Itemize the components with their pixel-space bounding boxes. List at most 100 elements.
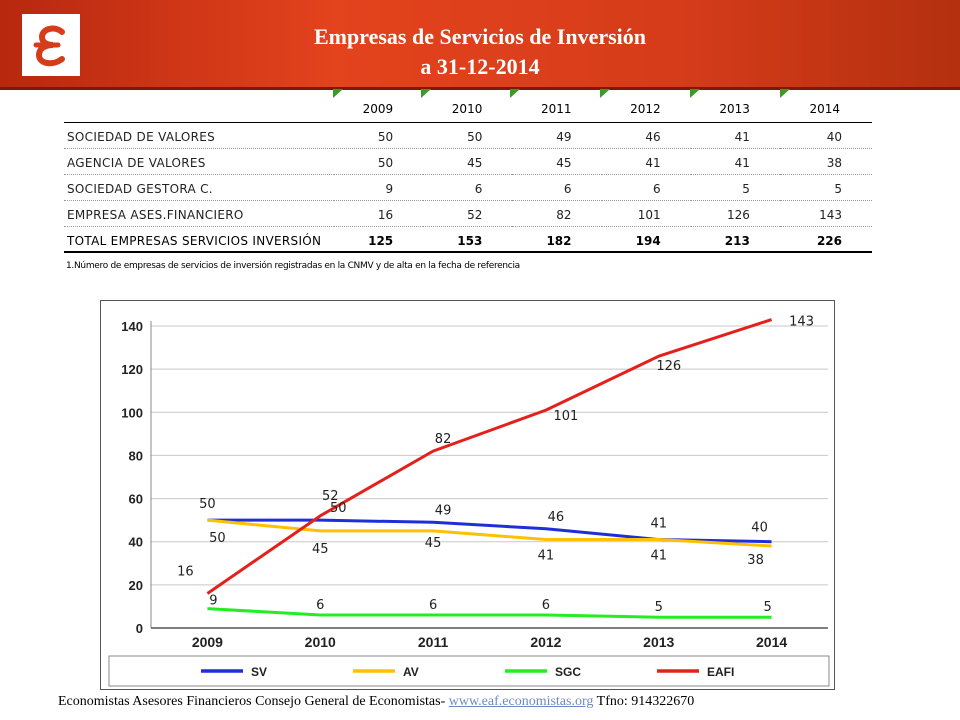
data-label: 6 — [542, 598, 550, 613]
row-label: EMPRESA ASES.FINANCIERO — [64, 200, 334, 227]
title-line-1: Empresas de Servicios de Inversión — [313, 24, 647, 49]
table-cell: 41 — [690, 122, 780, 149]
footer-phone: Tfno: 914322670 — [593, 694, 695, 709]
series-line-eafi — [206, 318, 773, 595]
data-label: 41 — [650, 517, 667, 532]
x-tick-label: 2013 — [643, 634, 674, 650]
y-tick-label: 40 — [129, 535, 143, 550]
table-cell: 194 — [601, 226, 691, 253]
legend-label: SV — [251, 665, 267, 679]
table-header-blank — [64, 96, 334, 123]
table-cell: 52 — [423, 200, 513, 227]
table-row: SOCIEDAD DE VALORES 50 50 49 46 41 40 — [64, 122, 872, 149]
col-header: 2010 — [423, 96, 513, 123]
x-tick-label: 2009 — [192, 634, 223, 650]
data-label: 143 — [789, 315, 814, 330]
table-cell: 213 — [690, 226, 780, 253]
series-line-sv — [207, 518, 772, 544]
x-tick-label: 2011 — [418, 634, 449, 650]
table-cell: 126 — [690, 200, 780, 227]
data-label: 41 — [538, 549, 555, 564]
col-header: 2009 — [334, 96, 424, 123]
data-label: 40 — [751, 521, 768, 536]
page-title: Empresas de Servicios de Inversión a 31-… — [180, 22, 780, 82]
table-footnote: 1.Número de empresas de servicios de inv… — [66, 261, 520, 271]
x-tick-label: 2010 — [305, 634, 336, 650]
table-cell: 82 — [512, 200, 602, 227]
data-label: 46 — [548, 510, 565, 525]
legend-label: AV — [403, 665, 419, 679]
x-tick-label: 2012 — [530, 634, 561, 650]
data-label: 52 — [322, 489, 339, 504]
data-label: 50 — [199, 497, 216, 512]
data-label: 38 — [747, 553, 764, 568]
data-table: 2009 2010 2011 2012 2013 2014 SOCIEDAD D… — [64, 96, 872, 253]
header-bar: Empresas de Servicios de Inversión a 31-… — [0, 0, 960, 90]
table-cell: 38 — [779, 148, 872, 175]
table-cell: 125 — [334, 226, 424, 253]
euro-logo-icon — [33, 25, 65, 67]
data-label: 45 — [425, 536, 442, 551]
data-label: 5 — [763, 600, 771, 615]
data-label: 16 — [177, 564, 194, 579]
table-cell: 101 — [601, 200, 691, 227]
table-row: SOCIEDAD GESTORA C. 9 6 6 6 5 5 — [64, 174, 872, 201]
footer-text: Economistas Asesores Financieros Consejo… — [58, 694, 449, 709]
table-row: AGENCIA DE VALORES 50 45 45 41 41 38 — [64, 148, 872, 175]
data-label: 45 — [312, 542, 329, 557]
table-cell: 9 — [334, 174, 424, 201]
y-tick-label: 0 — [136, 621, 143, 636]
line-chart: 0 20 40 60 80 100 120 140 2009 2010 2011 2012 2013 20… — [100, 300, 835, 690]
data-label: 101 — [554, 409, 579, 424]
col-header: 2012 — [601, 96, 691, 123]
table-cell: 6 — [601, 174, 691, 201]
table-cell: 6 — [423, 174, 513, 201]
table-cell: 153 — [423, 226, 513, 253]
table-cell: 41 — [690, 148, 780, 175]
footer-link[interactable]: www.eaf.economistas.org — [448, 694, 594, 709]
table-cell: 226 — [779, 226, 872, 253]
data-label: 6 — [316, 598, 324, 613]
table-cell: 5 — [690, 174, 780, 201]
table-row: EMPRESA ASES.FINANCIERO 16 52 82 101 126… — [64, 200, 872, 227]
data-label: 126 — [656, 359, 681, 374]
chart-canvas: 0 20 40 60 80 100 120 140 2009 2010 2011 2012 2013 20… — [108, 315, 830, 687]
table-cell: 50 — [334, 122, 424, 149]
data-label: 49 — [435, 503, 452, 518]
data-label: 82 — [435, 432, 452, 447]
table-cell: 182 — [512, 226, 602, 253]
table-cell: 49 — [512, 122, 602, 149]
footer: Economistas Asesores Financieros Consejo… — [58, 694, 694, 710]
legend-label: EAFI — [707, 665, 734, 679]
series-line-sgc — [207, 607, 772, 619]
data-label: 6 — [429, 598, 437, 613]
y-tick-label: 100 — [121, 405, 143, 420]
row-label: SOCIEDAD GESTORA C. — [64, 174, 334, 201]
table-cell: 50 — [423, 122, 513, 149]
table-cell: 5 — [779, 174, 872, 201]
legend-box — [108, 655, 830, 687]
logo — [22, 14, 80, 76]
y-tick-label: 80 — [129, 448, 143, 463]
col-header: 2013 — [690, 96, 780, 123]
data-label: 50 — [209, 531, 226, 546]
x-tick-label: 2014 — [756, 634, 787, 650]
table-cell: 50 — [334, 148, 424, 175]
table-cell: 41 — [601, 148, 691, 175]
table-cell: 40 — [779, 122, 872, 149]
table-header-row: 2009 2010 2011 2012 2013 2014 — [64, 96, 872, 123]
col-header: 2014 — [779, 96, 872, 123]
row-label: TOTAL EMPRESAS SERVICIOS INVERSIÓN — [64, 226, 334, 253]
legend-label: SGC — [555, 665, 581, 679]
data-label: 9 — [209, 594, 217, 609]
table-cell: 45 — [512, 148, 602, 175]
col-header: 2011 — [512, 96, 602, 123]
table-row-total: TOTAL EMPRESAS SERVICIOS INVERSIÓN 125 1… — [64, 226, 872, 253]
table-cell: 45 — [423, 148, 513, 175]
y-tick-label: 20 — [129, 578, 143, 593]
table-cell: 46 — [601, 122, 691, 149]
y-tick-label: 120 — [121, 362, 143, 377]
data-label: 41 — [650, 549, 667, 564]
table-cell: 143 — [779, 200, 872, 227]
table-cell: 16 — [334, 200, 424, 227]
